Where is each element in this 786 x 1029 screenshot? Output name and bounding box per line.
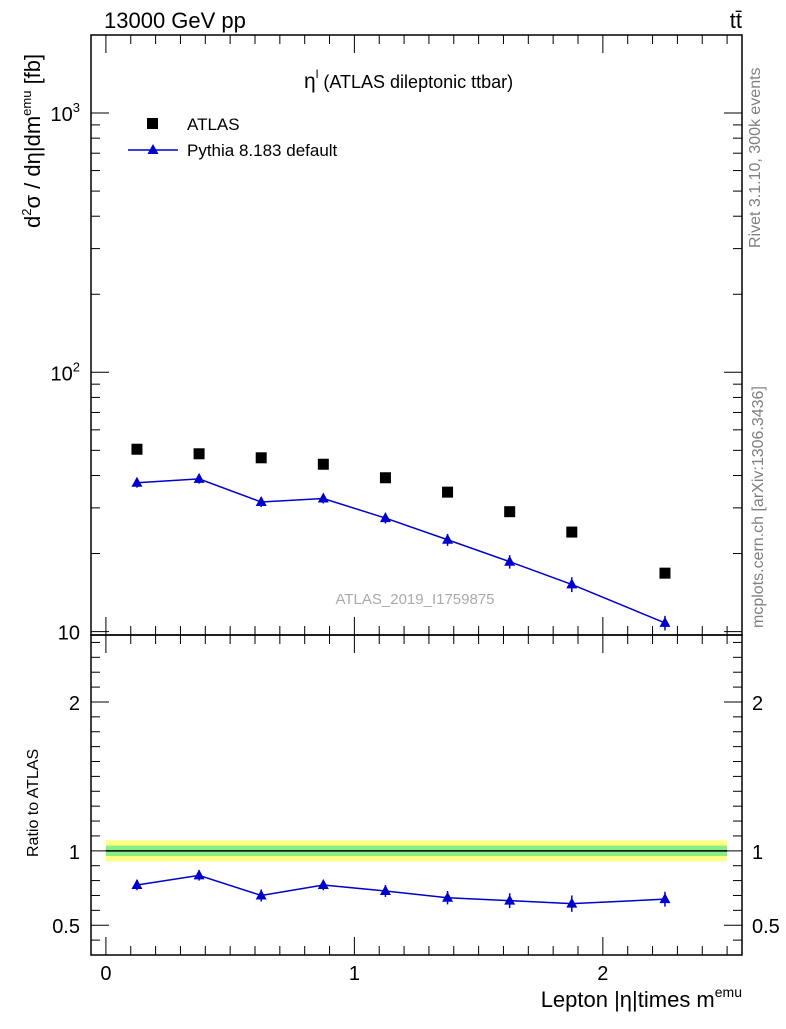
mcplots-site-label: mcplots.cern.ch [arXiv:1306.3436] xyxy=(750,386,767,628)
rivet-version-label: Rivet 3.1.10, 300k events xyxy=(747,67,764,248)
main-y-tick-label: 10 xyxy=(58,623,80,645)
pythia-point xyxy=(317,492,329,503)
ratio-y-tick-label-right: 1 xyxy=(752,842,763,864)
ratio-uncertainty-bands xyxy=(105,840,728,862)
analysis-watermark: ATLAS_2019_I1759875 xyxy=(335,591,494,608)
ratio-point xyxy=(566,897,578,908)
main-series-layer xyxy=(131,443,671,631)
ratio-y-tick-label-right: 0.5 xyxy=(752,916,780,938)
ratio-y-tick-label: 2 xyxy=(69,693,80,715)
ratio-y-axis-label: Ratio to ATLAS xyxy=(25,749,42,857)
legend-label-atlas: ATLAS xyxy=(187,115,240,134)
atlas-point xyxy=(504,506,516,518)
ratio-y-tick-label: 0.5 xyxy=(52,916,80,938)
ratio-point xyxy=(442,891,454,902)
atlas-point xyxy=(131,443,143,455)
process-label: tt̄ xyxy=(730,8,742,33)
ratio-point xyxy=(379,885,391,895)
x-tick-label: 1 xyxy=(349,963,360,985)
legend-marker-pythia xyxy=(147,144,159,154)
ratio-point xyxy=(504,894,516,905)
energy-label: 13000 GeV pp xyxy=(104,8,246,33)
ratio-point xyxy=(131,879,143,890)
legend: ATLAS Pythia 8.183 default xyxy=(128,115,338,160)
pythia-point xyxy=(255,496,267,507)
ratio-plot-panel: 0.5 0.5 1 1 2 2 0 1 2 Ratio to ATLAS Lepton |η|t… xyxy=(25,634,780,1012)
ratio-point xyxy=(317,879,329,890)
pythia-point xyxy=(193,472,205,483)
atlas-point xyxy=(659,567,671,579)
atlas-point xyxy=(379,472,391,484)
atlas-point xyxy=(317,458,329,470)
main-plot-panel: 10 102 103 ηl (ATLAS dileptonic ttbar) d2σ… xyxy=(19,34,743,645)
pythia-point xyxy=(504,555,516,566)
ratio-y-tick-label: 1 xyxy=(69,842,80,864)
ratio-pythia-line xyxy=(136,874,666,905)
main-y-tick-label: 103 xyxy=(51,100,80,126)
x-tick-label: 2 xyxy=(597,963,608,985)
atlas-point xyxy=(255,452,267,464)
pythia-point xyxy=(659,616,671,627)
pythia-point xyxy=(442,533,454,544)
ratio-plot-frame xyxy=(90,634,743,956)
ratio-point xyxy=(255,889,267,900)
main-title-rest: (ATLAS dileptonic ttbar) xyxy=(318,72,513,92)
ratio-y-tick-label-right: 2 xyxy=(752,693,763,715)
atlas-point xyxy=(566,526,578,538)
main-y-tick-label: 102 xyxy=(51,359,80,385)
x-tick-label: 0 xyxy=(100,963,111,985)
legend-marker-atlas xyxy=(147,118,158,129)
main-title-eta: η xyxy=(304,70,316,93)
ratio-series-layer xyxy=(131,869,671,912)
pythia-point xyxy=(566,578,578,589)
main-y-axis-label: d2σ / dη|dmemu [fb] xyxy=(19,54,45,228)
atlas-point xyxy=(193,448,205,460)
ratio-point xyxy=(659,893,671,904)
main-title: ηl (ATLAS dileptonic ttbar) xyxy=(304,67,513,93)
main-title-sup: l xyxy=(316,67,319,81)
pythia-point xyxy=(379,512,391,523)
legend-label-pythia: Pythia 8.183 default xyxy=(187,141,338,160)
ratio-point xyxy=(193,869,205,880)
ratio-axis-ticks: 0.5 0.5 1 1 2 2 0 1 2 xyxy=(52,635,780,985)
pythia-point xyxy=(131,476,143,487)
atlas-point xyxy=(442,486,454,498)
x-axis-label: Lepton |η|times memu xyxy=(541,984,742,1012)
